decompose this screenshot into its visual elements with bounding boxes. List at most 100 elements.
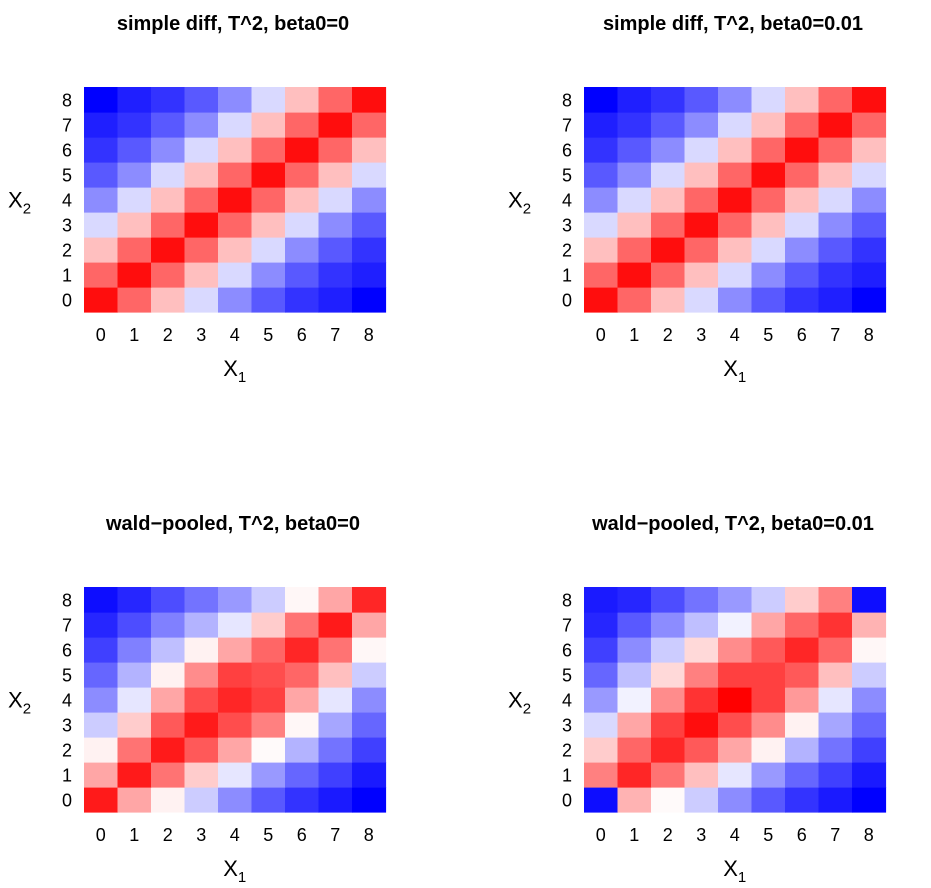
heatmap-cell	[785, 587, 820, 613]
heatmap-cell	[218, 87, 253, 113]
heatmap-cell	[318, 187, 353, 213]
x-tick-label: 4	[730, 325, 740, 345]
y-tick-label: 6	[62, 141, 72, 161]
heatmap-cell	[785, 112, 820, 138]
x-tick-label: 6	[297, 325, 307, 345]
heatmap-cell	[251, 762, 286, 788]
heatmap-cell	[684, 287, 719, 313]
heatmap-cell	[285, 287, 320, 313]
y-tick-label: 4	[62, 691, 72, 711]
panel-title: simple diff, T^2, beta0=0	[117, 13, 349, 35]
heatmap-cell	[751, 287, 786, 313]
heatmap-cell	[184, 162, 219, 188]
heatmap-cell	[584, 187, 619, 213]
heatmap-cell	[718, 112, 753, 138]
heatmap-cell	[785, 187, 820, 213]
heatmap-cell	[718, 637, 753, 663]
heatmap-cell	[285, 87, 320, 113]
heatmap-cell	[684, 637, 719, 663]
heatmap-cell	[651, 762, 686, 788]
heatmap-cell	[251, 687, 286, 713]
heatmap-cell	[251, 162, 286, 188]
y-tick-label: 2	[62, 741, 72, 761]
heatmap-cell	[818, 612, 853, 638]
heatmap-cell	[751, 737, 786, 763]
heatmap-cell	[151, 762, 186, 788]
heatmap-cell	[318, 287, 353, 313]
x-tick-label: 2	[163, 825, 173, 845]
heatmap-cell	[751, 162, 786, 188]
heatmap-cell	[651, 87, 686, 113]
heatmap-panel-2: simple diff, T^2, beta0=0.01 0 1 2 3 4 5 6 7 8 0 1 2…	[508, 13, 887, 386]
heatmap-cell	[218, 662, 253, 688]
y-axis-label: X2	[508, 688, 531, 718]
x-tick-label: 3	[196, 325, 206, 345]
y-tick-label: 8	[562, 91, 572, 111]
heatmap-cell	[218, 712, 253, 738]
y-tick-label: 3	[62, 216, 72, 236]
heatmap-cell	[218, 612, 253, 638]
heatmap-cell	[785, 787, 820, 813]
heatmap-cell	[718, 87, 753, 113]
heatmap-cell	[151, 787, 186, 813]
heatmap-cell	[184, 637, 219, 663]
heatmap-cell	[818, 787, 853, 813]
y-tick-label: 1	[562, 266, 572, 286]
y-tick-label: 5	[62, 166, 72, 186]
heatmap-cell	[318, 712, 353, 738]
y-tick-label: 0	[562, 291, 572, 311]
heatmap-cell	[352, 762, 387, 788]
heatmap-cell	[151, 287, 186, 313]
heatmap-cell	[251, 212, 286, 238]
heatmap-cell	[818, 587, 853, 613]
heatmap-cell	[818, 262, 853, 288]
heatmap-cell	[684, 212, 719, 238]
heatmap-panel-4: wald−pooled, T^2, beta0=0.01 0 1 2 3 4 5 6 7 8 0 1 2…	[508, 513, 887, 886]
heatmap-cell	[818, 237, 853, 263]
heatmap-cell	[151, 737, 186, 763]
heatmap-cell	[684, 137, 719, 163]
heatmap-cell	[84, 612, 119, 638]
heatmap-cell	[218, 162, 253, 188]
heatmap-cell	[718, 262, 753, 288]
heatmap-cell	[251, 712, 286, 738]
heatmap-cell	[184, 287, 219, 313]
heatmap-cell	[84, 762, 119, 788]
heatmap-cell	[117, 237, 152, 263]
heatmap-cell	[584, 637, 619, 663]
heatmap-cell	[751, 787, 786, 813]
x-tick-label: 3	[696, 325, 706, 345]
x-tick-label: 4	[230, 825, 240, 845]
heatmap-cell	[651, 112, 686, 138]
y-tick-label: 0	[62, 791, 72, 811]
heatmap-cell	[617, 137, 652, 163]
heatmap-cell	[117, 212, 152, 238]
heatmap-cell	[852, 787, 887, 813]
heatmap-cell	[352, 187, 387, 213]
heatmap-cell	[84, 687, 119, 713]
heatmap-cell	[117, 587, 152, 613]
heatmap-cell	[651, 787, 686, 813]
heatmap-cell	[84, 237, 119, 263]
heatmap-cell	[285, 112, 320, 138]
heatmap-cell	[718, 587, 753, 613]
heatmap-cell	[617, 262, 652, 288]
heatmap-cell	[318, 137, 353, 163]
x-tick-label: 2	[663, 325, 673, 345]
heatmap-cell	[617, 762, 652, 788]
heatmap-cell	[718, 212, 753, 238]
x-tick-label: 4	[230, 325, 240, 345]
heatmap-cell	[352, 637, 387, 663]
heatmap-panel-1: simple diff, T^2, beta0=0 0 1 2 3 4 5 6 7 8 0 1 2 3 4 5…	[8, 13, 387, 386]
x-tick-label: 1	[629, 825, 639, 845]
heatmap-cell	[251, 187, 286, 213]
heatmap-cell	[218, 287, 253, 313]
heatmap-cell	[718, 237, 753, 263]
heatmap-cell	[852, 187, 887, 213]
heatmap-cell	[818, 137, 853, 163]
heatmap-cell	[751, 762, 786, 788]
heatmap-cell	[184, 737, 219, 763]
y-tick-label: 8	[562, 591, 572, 611]
heatmap-cell	[285, 737, 320, 763]
heatmap-cell	[751, 112, 786, 138]
